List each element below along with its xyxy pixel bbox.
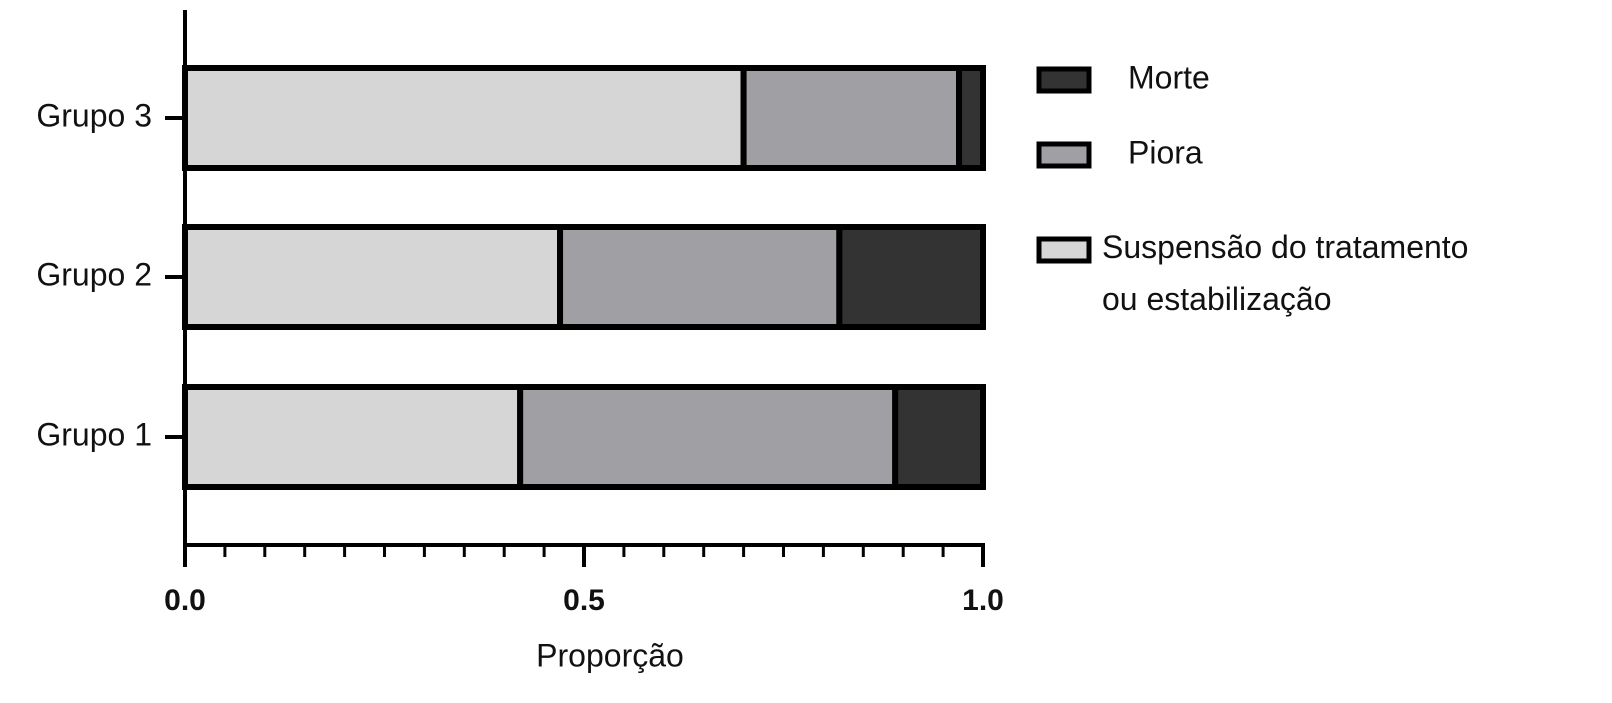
legend-label: Morte: [1128, 59, 1210, 95]
bar-segment: [182, 65, 747, 171]
bar-segment: [892, 384, 986, 490]
x-tick-label: 0.0: [164, 584, 206, 617]
bar-segment: [517, 384, 899, 490]
legend-label: Piora: [1128, 134, 1203, 170]
y-tick-label: Grupo 3: [36, 97, 152, 133]
x-tick-label: 0.5: [563, 584, 605, 617]
bar-segment: [182, 224, 564, 330]
legend-label: Suspensão do tratamento ou estabilização: [1102, 229, 1468, 317]
bar-segment: [557, 224, 843, 330]
x-tick-label: 1.0: [962, 584, 1004, 617]
legend-swatch: [1036, 141, 1092, 169]
x-axis-title: Proporção: [536, 637, 684, 673]
y-tick-label: Grupo 2: [36, 256, 152, 292]
legend-swatch: [1036, 66, 1092, 94]
bar-segment: [182, 384, 524, 490]
y-tick-label: Grupo 1: [36, 416, 152, 452]
legend-swatch: [1036, 236, 1092, 264]
bar-segment: [956, 65, 986, 171]
bar-segment: [740, 65, 963, 171]
bar-segment: [836, 224, 986, 330]
